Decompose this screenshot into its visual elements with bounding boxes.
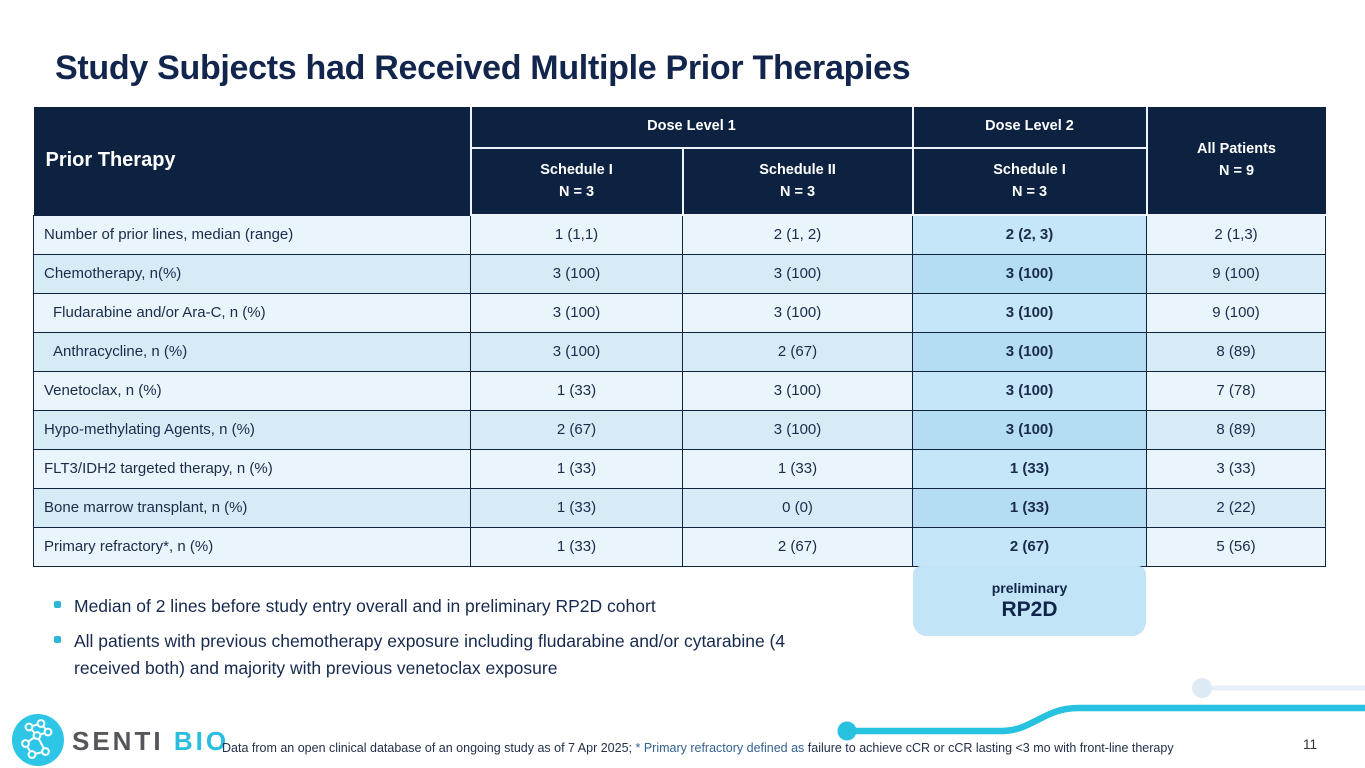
cell-dl1-s1: 1 (33) (470, 370, 683, 411)
cell-dl1-s2: 3 (100) (682, 253, 913, 294)
cell-dl1-s1: 3 (100) (470, 292, 683, 333)
cell-all: 2 (1,3) (1146, 214, 1326, 255)
footnote: Data from an open clinical database of a… (222, 741, 1282, 755)
page-title: Study Subjects had Received Multiple Pri… (55, 48, 911, 87)
row-label: Bone marrow transplant, n (%) (33, 487, 471, 528)
cell-dl1-s2: 3 (100) (682, 370, 913, 411)
cell-dl1-s2: 2 (67) (682, 526, 913, 567)
group-header-dose-level-1: Dose Level 1 (469, 107, 914, 149)
column-header-prior-therapy: Prior Therapy (33, 107, 472, 215)
cell-all: 3 (33) (1146, 448, 1326, 489)
cell-dl2-s1: 2 (2, 3) (912, 214, 1147, 255)
row-label: FLT3/IDH2 targeted therapy, n (%) (33, 448, 471, 489)
cell-dl1-s2: 1 (33) (682, 448, 913, 489)
table-row: FLT3/IDH2 targeted therapy, n (%) 1 (33)… (33, 448, 1326, 489)
list-item: All patients with previous chemotherapy … (52, 628, 852, 681)
cell-all: 8 (89) (1146, 331, 1326, 372)
cell-dl1-s2: 3 (100) (682, 292, 913, 333)
cell-dl1-s1: 1 (33) (470, 487, 683, 528)
cell-all: 9 (100) (1146, 292, 1326, 333)
cell-dl1-s1: 3 (100) (470, 253, 683, 294)
cell-dl2-s1: 3 (100) (912, 253, 1147, 294)
table-row: Number of prior lines, median (range) 1 … (33, 214, 1326, 255)
cell-dl1-s2: 0 (0) (682, 487, 913, 528)
bullet-dot-icon (54, 636, 61, 644)
footnote-definition-tail: failure to achieve cCR or cCR lasting <3… (807, 741, 1174, 755)
row-label: Fludarabine and/or Ara-C, n (%) (33, 292, 471, 333)
senti-bio-wordmark: SENTI BIO (72, 726, 229, 757)
row-label: Anthracycline, n (%) (33, 331, 471, 372)
cell-dl2-s1: 3 (100) (912, 370, 1147, 411)
row-label: Hypo-methylating Agents, n (%) (33, 409, 471, 450)
all-patients-n: N = 9 (1218, 162, 1255, 179)
row-label: Chemotherapy, n(%) (33, 253, 471, 294)
table-row: Fludarabine and/or Ara-C, n (%) 3 (100) … (33, 292, 1326, 333)
cell-dl1-s2: 3 (100) (682, 409, 913, 450)
cell-dl2-s1: 1 (33) (912, 448, 1147, 489)
all-patients-label: All Patients (1197, 141, 1276, 158)
group-header-dose-level-2: Dose Level 2 (911, 107, 1148, 149)
row-label: Number of prior lines, median (range) (33, 214, 471, 255)
schedule-label: Schedule I (993, 162, 1066, 179)
page-number: 11 (1303, 737, 1318, 752)
cell-dl1-s2: 2 (67) (682, 331, 913, 372)
table-row: Chemotherapy, n(%) 3 (100) 3 (100) 3 (10… (33, 253, 1326, 294)
senti-bio-logo-icon (12, 714, 64, 766)
sub-header-dl1-schedule-1: Schedule I N = 3 (469, 147, 684, 216)
cell-all: 5 (56) (1146, 526, 1326, 567)
table-row: Bone marrow transplant, n (%) 1 (33) 0 (… (33, 487, 1326, 528)
row-label: Primary refractory*, n (%) (33, 526, 471, 567)
list-item: Median of 2 lines before study entry ove… (52, 593, 852, 619)
footnote-data-source: Data from an open clinical database of a… (222, 741, 636, 755)
cell-dl1-s1: 1 (33) (470, 448, 683, 489)
bullet-text: All patients with previous chemotherapy … (74, 631, 786, 678)
table-row: Anthracycline, n (%) 3 (100) 2 (67) 3 (1… (33, 331, 1326, 372)
schedule-label: Schedule I (540, 162, 613, 179)
cell-dl2-s1: 1 (33) (912, 487, 1147, 528)
table-row: Venetoclax, n (%) 1 (33) 3 (100) 3 (100)… (33, 370, 1326, 411)
cell-dl1-s1: 1 (33) (470, 526, 683, 567)
callout-rp2d-label: RP2D (1001, 598, 1058, 621)
cell-all: 2 (22) (1146, 487, 1326, 528)
footnote-refractory-definition: * Primary refractory defined as (635, 741, 808, 755)
column-header-all-patients: All Patients N = 9 (1145, 107, 1326, 216)
wordmark-bio: BIO (173, 726, 230, 756)
cell-dl1-s2: 2 (1, 2) (682, 214, 913, 255)
sub-header-dl1-schedule-2: Schedule II N = 3 (681, 147, 914, 216)
table-row: Primary refractory*, n (%) 1 (33) 2 (67)… (33, 526, 1326, 567)
n-label: N = 3 (1011, 183, 1048, 200)
cell-all: 9 (100) (1146, 253, 1326, 294)
sub-header-dl2-schedule-1: Schedule I N = 3 (911, 147, 1148, 216)
cell-all: 8 (89) (1146, 409, 1326, 450)
prior-therapy-table: Prior Therapy Dose Level 1 Dose Level 2 … (33, 107, 1326, 567)
cell-dl2-s1: 3 (100) (912, 292, 1147, 333)
cell-all: 7 (78) (1146, 370, 1326, 411)
wordmark-senti: SENTI (72, 726, 164, 756)
preliminary-rp2d-callout: preliminary RP2D (913, 566, 1146, 636)
n-label: N = 3 (779, 183, 816, 200)
row-label: Venetoclax, n (%) (33, 370, 471, 411)
cell-dl2-s1: 2 (67) (912, 526, 1147, 567)
bullet-dot-icon (54, 601, 61, 608)
n-label: N = 3 (558, 183, 595, 200)
cell-dl2-s1: 3 (100) (912, 409, 1147, 450)
cell-dl2-s1: 3 (100) (912, 331, 1147, 372)
cell-dl1-s1: 1 (1,1) (470, 214, 683, 255)
schedule-label: Schedule II (759, 162, 836, 179)
cell-dl1-s1: 2 (67) (470, 409, 683, 450)
bullet-text: Median of 2 lines before study entry ove… (74, 596, 656, 616)
cell-dl1-s1: 3 (100) (470, 331, 683, 372)
key-takeaways-list: Median of 2 lines before study entry ove… (52, 593, 852, 690)
callout-preliminary-label: preliminary (991, 580, 1068, 596)
table-row: Hypo-methylating Agents, n (%) 2 (67) 3 … (33, 409, 1326, 450)
